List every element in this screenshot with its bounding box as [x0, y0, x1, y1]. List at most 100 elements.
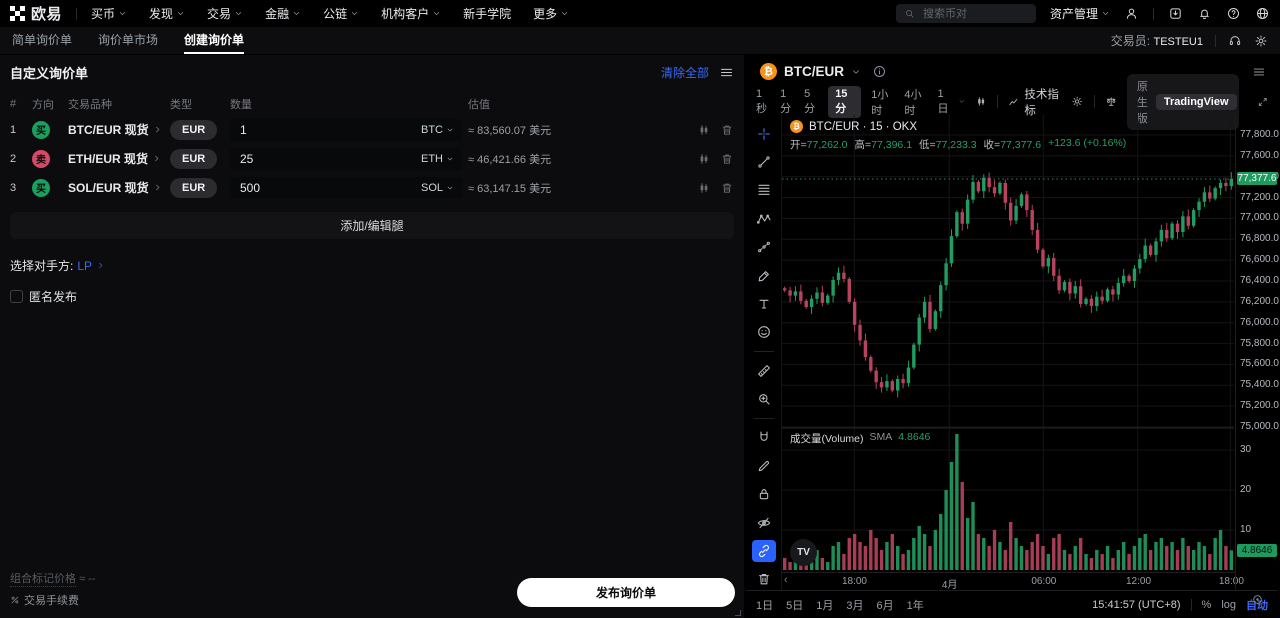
time-axis[interactable]: ‹ 18:00 4月 06:00 12:00 18:00 — [782, 572, 1244, 591]
counterparty-link[interactable]: LP — [77, 258, 93, 273]
unit-dropdown[interactable]: BTC — [421, 124, 454, 136]
tf-1m[interactable]: 1分 — [780, 87, 792, 115]
hide-drawings-tool[interactable] — [752, 512, 776, 533]
candle-chart-icon[interactable] — [697, 123, 711, 137]
instrument-selector[interactable]: BTC/EUR 现货 — [68, 121, 164, 138]
menu-item-discover[interactable]: 发现 — [149, 5, 185, 22]
tradingview-watermark[interactable]: TV — [790, 539, 817, 566]
type-pill[interactable]: EUR — [170, 177, 218, 198]
menu-item-trade[interactable]: 交易 — [207, 5, 243, 22]
magnet-tool[interactable] — [752, 427, 776, 448]
resize-corner[interactable] — [735, 610, 741, 616]
zoom-in-tool[interactable] — [752, 388, 776, 409]
publish-rfq-button[interactable]: 发布询价单 — [517, 578, 735, 607]
unit-dropdown[interactable]: ETH — [421, 153, 454, 165]
amount-input[interactable] — [238, 150, 421, 167]
okx-brand[interactable]: 欧易 — [10, 3, 62, 24]
native-mode-option[interactable]: 原生版 — [1136, 80, 1148, 125]
lock-drawings-tool[interactable] — [752, 484, 776, 505]
target-scroll-icon[interactable] — [1251, 593, 1264, 606]
xabcd-pattern-tool[interactable] — [752, 208, 776, 229]
menu-item-chain[interactable]: 公链 — [323, 5, 359, 22]
support-headset-icon[interactable] — [1228, 34, 1242, 48]
chevron-down-icon[interactable] — [958, 97, 965, 106]
chevron-down-icon[interactable] — [851, 67, 861, 77]
fib-retracement-tool[interactable] — [752, 180, 776, 201]
edit-drawing-tool[interactable] — [752, 455, 776, 476]
trendline-tool[interactable] — [752, 151, 776, 172]
col-index: # — [10, 98, 17, 110]
sync-link-tool[interactable] — [751, 540, 776, 562]
scroll-left-arrow[interactable]: ‹ — [784, 574, 788, 586]
clear-all-link[interactable]: 清除全部 — [660, 65, 709, 80]
tab-simple-rfq[interactable]: 简单询价单 — [12, 33, 73, 47]
indicators-button[interactable]: 技术指标 — [1008, 86, 1061, 118]
language-globe-icon[interactable] — [1255, 6, 1270, 21]
notifications-bell-icon[interactable] — [1197, 6, 1212, 21]
tf-1s[interactable]: 1秒 — [756, 87, 767, 115]
anonymous-checkbox[interactable] — [10, 290, 23, 303]
range-6m[interactable]: 6月 — [876, 599, 894, 612]
menu-item-buy[interactable]: 买币 — [91, 5, 127, 22]
menu-item-institutional[interactable]: 机构客户 — [381, 5, 441, 22]
delete-leg-icon[interactable] — [720, 152, 734, 166]
instrument-selector[interactable]: SOL/EUR 现货 — [68, 179, 164, 196]
brush-tool[interactable] — [752, 265, 776, 286]
range-3m[interactable]: 3月 — [846, 599, 864, 612]
range-5d[interactable]: 5日 — [786, 599, 804, 612]
search-input[interactable] — [920, 6, 1021, 21]
tf-5m[interactable]: 5分 — [804, 87, 816, 115]
amount-input[interactable] — [238, 179, 421, 196]
amount-input[interactable] — [238, 121, 421, 138]
chart-menu-icon[interactable] — [1252, 65, 1266, 79]
range-1y[interactable]: 1年 — [906, 599, 924, 612]
settings-gear-icon[interactable] — [1254, 34, 1268, 48]
log-scale-toggle[interactable]: log — [1221, 598, 1236, 611]
auto-scale-toggle[interactable]: 自动 — [1246, 599, 1268, 612]
range-1m[interactable]: 1月 — [816, 599, 834, 612]
menu-item-finance[interactable]: 金融 — [265, 5, 301, 22]
type-pill[interactable]: EUR — [170, 119, 218, 140]
tf-1d[interactable]: 1日 — [937, 87, 949, 115]
fullscreen-expand-icon[interactable] — [1257, 95, 1269, 109]
unit-dropdown[interactable]: SOL — [421, 182, 454, 194]
tradingview-mode-option[interactable]: TradingView — [1155, 93, 1237, 110]
compare-scale-icon[interactable] — [1105, 94, 1117, 109]
remove-drawings-tool[interactable] — [752, 569, 776, 590]
candle-chart-icon[interactable] — [697, 152, 711, 166]
clock[interactable]: 15:41:57 (UTC+8) — [1092, 598, 1181, 611]
price-axis[interactable]: 77,800.077,600.077,400.077,200.077,000.0… — [1235, 115, 1279, 590]
rfq-subnav: 简单询价单 询价单市场 创建询价单 交易员: TESTEU1 — [0, 27, 1280, 55]
emoji-tool[interactable] — [752, 322, 776, 343]
text-tool[interactable] — [752, 293, 776, 314]
assets-dropdown[interactable]: 资产管理 — [1050, 5, 1110, 22]
percent-scale-toggle[interactable]: % — [1201, 598, 1212, 611]
tf-15m-selected[interactable]: 15分 — [828, 85, 862, 118]
search-box[interactable] — [895, 4, 1036, 23]
add-edit-legs-button[interactable]: 添加/编辑腿 — [10, 212, 734, 239]
delete-leg-icon[interactable] — [720, 181, 734, 195]
help-icon[interactable] — [1226, 6, 1241, 21]
forecast-tool[interactable] — [752, 237, 776, 258]
price-chart[interactable]: ₿ BTC/EUR · 15 · OKX 开=77,262.0 高=77,396… — [782, 115, 1235, 572]
tab-create-rfq[interactable]: 创建询价单 — [184, 27, 245, 54]
tf-1h[interactable]: 1小时 — [871, 88, 889, 117]
candle-chart-icon[interactable] — [697, 181, 711, 195]
candle-style-icon[interactable] — [975, 94, 987, 109]
panel-menu-icon[interactable] — [719, 65, 734, 80]
symbol-title[interactable]: BTC/EUR — [784, 64, 844, 79]
chart-settings-gear-icon[interactable] — [1071, 94, 1083, 109]
info-icon[interactable] — [872, 64, 887, 79]
menu-item-more[interactable]: 更多 — [533, 5, 569, 22]
menu-item-academy[interactable]: 新手学院 — [463, 7, 512, 21]
delete-leg-icon[interactable] — [720, 123, 734, 137]
type-pill[interactable]: EUR — [170, 148, 218, 169]
download-app-icon[interactable] — [1168, 6, 1183, 21]
measure-ruler-tool[interactable] — [752, 360, 776, 381]
tab-rfq-market[interactable]: 询价单市场 — [98, 33, 159, 47]
tf-4h[interactable]: 4小时 — [904, 88, 922, 117]
user-icon[interactable] — [1124, 6, 1139, 21]
range-1d[interactable]: 1日 — [756, 599, 774, 612]
instrument-selector[interactable]: ETH/EUR 现货 — [68, 150, 164, 167]
crosshair-tool[interactable] — [752, 123, 776, 144]
